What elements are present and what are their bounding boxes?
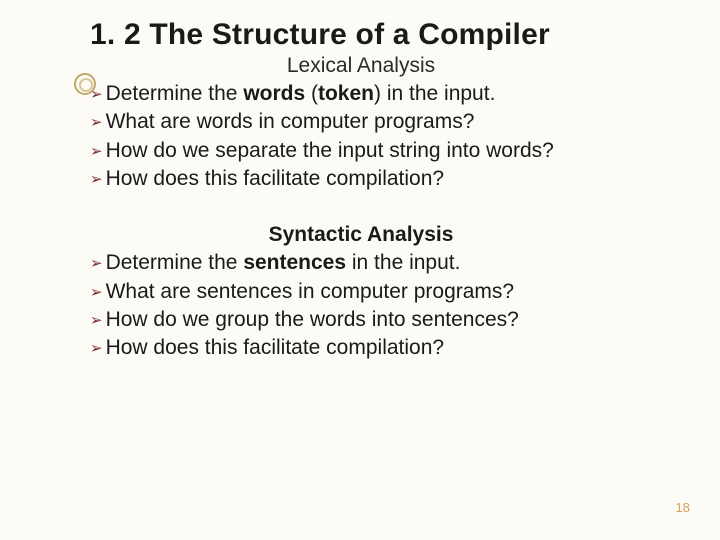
list-item-text: What are sentences in computer programs? xyxy=(106,278,515,306)
slide-container: 1. 2 The Structure of a Compiler Lexical… xyxy=(0,0,720,540)
section1-list: ➢ Determine the words (token) in the inp… xyxy=(90,80,672,193)
list-item: ➢ How do we group the words into sentenc… xyxy=(90,306,672,334)
text-fragment: Determine the xyxy=(106,251,244,274)
section2-list: ➢ Determine the sentences in the input. … xyxy=(90,249,672,362)
list-item: ➢ How do we separate the input string in… xyxy=(90,137,672,165)
bullet-icon: ➢ xyxy=(90,339,103,359)
list-item: ➢ What are words in computer programs? xyxy=(90,108,672,136)
text-bold: sentences xyxy=(243,251,346,274)
text-fragment: ) in the input. xyxy=(374,82,495,105)
text-bold: token xyxy=(318,82,374,105)
list-item: ➢ How does this facilitate compilation? xyxy=(90,165,672,193)
section2-heading: Syntactic Analysis xyxy=(50,223,672,247)
list-item-text: How does this facilitate compilation? xyxy=(106,334,445,362)
bullet-icon: ➢ xyxy=(90,311,103,331)
list-item-text: How do we group the words into sentences… xyxy=(106,306,519,334)
slide-title: 1. 2 The Structure of a Compiler xyxy=(90,18,672,52)
list-item-text: Determine the words (token) in the input… xyxy=(106,80,496,108)
section1-heading: Lexical Analysis xyxy=(50,54,672,78)
list-item-text: How do we separate the input string into… xyxy=(106,137,554,165)
bullet-icon: ➢ xyxy=(90,254,103,274)
text-bold: words xyxy=(243,82,305,105)
text-fragment: ( xyxy=(305,82,318,105)
text-fragment: in the input. xyxy=(346,251,460,274)
list-item-text: What are words in computer programs? xyxy=(106,108,475,136)
list-item: ➢ Determine the words (token) in the inp… xyxy=(90,80,672,108)
bullet-icon: ➢ xyxy=(90,170,103,190)
bullet-icon: ➢ xyxy=(90,283,103,303)
text-fragment: Determine the xyxy=(106,82,244,105)
bullet-icon: ➢ xyxy=(90,85,103,105)
bullet-icon: ➢ xyxy=(90,142,103,162)
list-item-text: Determine the sentences in the input. xyxy=(106,249,461,277)
page-number: 18 xyxy=(676,500,690,515)
list-item: ➢ Determine the sentences in the input. xyxy=(90,249,672,277)
list-item: ➢ How does this facilitate compilation? xyxy=(90,334,672,362)
bullet-icon: ➢ xyxy=(90,113,103,133)
list-item-text: How does this facilitate compilation? xyxy=(106,165,445,193)
list-item: ➢ What are sentences in computer program… xyxy=(90,278,672,306)
